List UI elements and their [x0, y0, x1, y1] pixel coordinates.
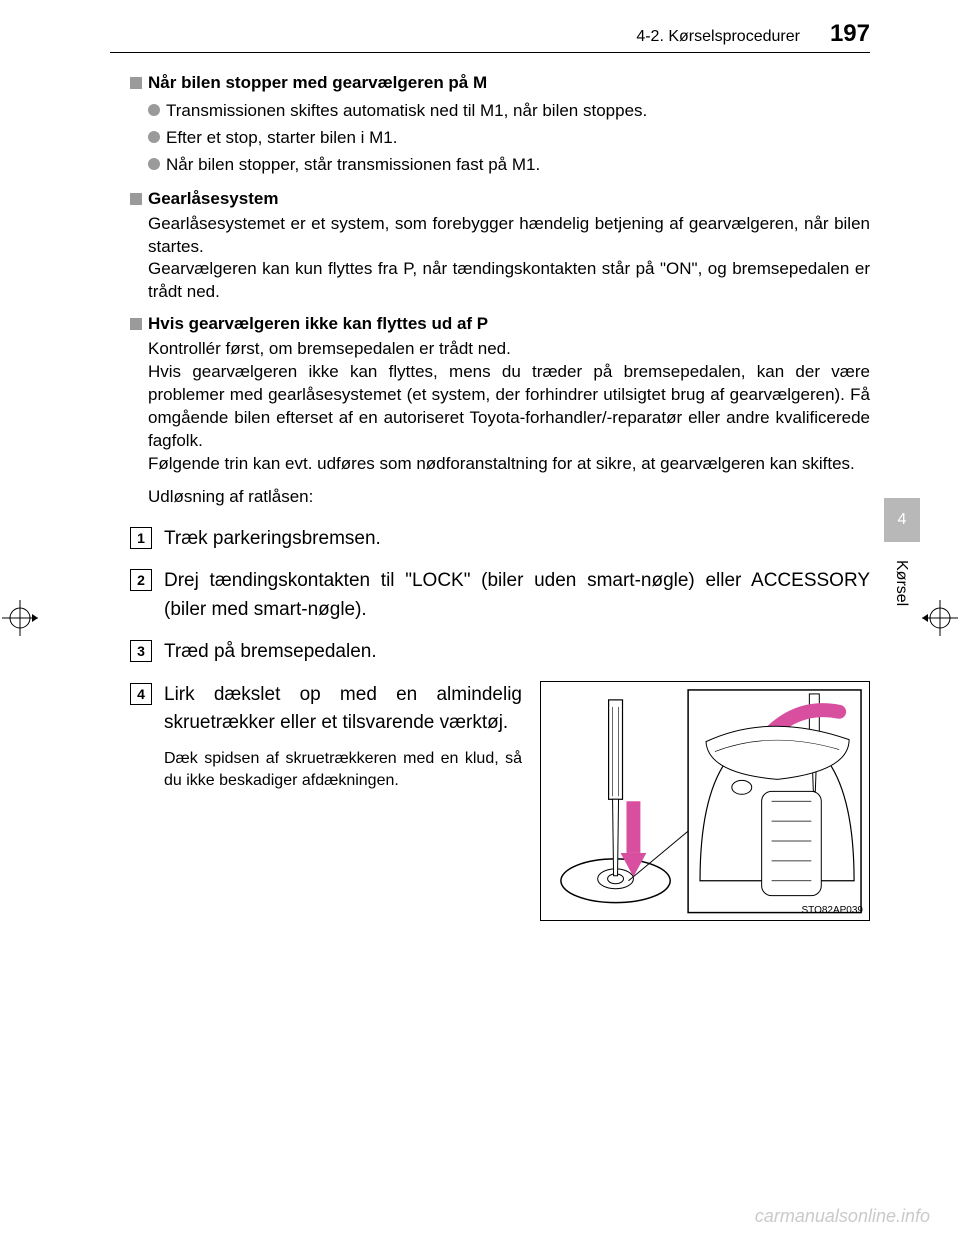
illustration-label: STO82AP039: [801, 905, 863, 916]
page-content: 4-2. Kørselsprocedurer 197 Når bilen sto…: [0, 0, 960, 955]
step-text: Træk parkeringsbremsen.: [164, 525, 870, 554]
step-subtext: Dæk spidsen af skruetrækkeren med en klu…: [164, 748, 522, 793]
step-item: 1 Træk parkeringsbremsen.: [130, 525, 870, 554]
step-number-box: 3: [130, 640, 152, 662]
square-marker-icon: [130, 318, 142, 330]
step-number-box: 2: [130, 569, 152, 591]
square-marker-icon: [130, 193, 142, 205]
step-item: 3 Træd på bremsepedalen.: [130, 638, 870, 667]
paragraph: Gearlåsesystemet er et system, som foreb…: [148, 213, 870, 259]
square-marker-icon: [130, 77, 142, 89]
paragraph: Udløsning af ratlåsen:: [148, 486, 870, 509]
bullet-text: Når bilen stopper, står transmissionen f…: [166, 151, 540, 178]
paragraph: Kontrollér først, om bremsepedalen er tr…: [148, 338, 870, 361]
watermark: carmanualsonline.info: [755, 1206, 930, 1227]
bullet-text: Transmissionen skiftes automatisk ned ti…: [166, 97, 647, 124]
step-number-box: 1: [130, 527, 152, 549]
step-text: Træd på bremsepedalen.: [164, 638, 870, 667]
bullet-item: Når bilen stopper, står transmissionen f…: [148, 151, 870, 178]
bullet-item: Efter et stop, starter bilen i M1.: [148, 124, 870, 151]
section-title: Når bilen stopper med gearvælgeren på M: [148, 73, 487, 93]
bullet-text: Efter et stop, starter bilen i M1.: [166, 124, 397, 151]
bullet-dot-icon: [148, 131, 160, 143]
section-gearlock: Gearlåsesystem Gearlåsesystemet er et sy…: [130, 189, 870, 305]
step-text: Drej tændingskontakten til "LOCK" (biler…: [164, 567, 870, 624]
steps-list: 1 Træk parkeringsbremsen. 2 Drej tænding…: [130, 525, 870, 922]
step-item: 2 Drej tændingskontakten til "LOCK" (bil…: [130, 567, 870, 624]
step-item: 4 Lirk dækslet op med en almindelig skru…: [130, 681, 870, 922]
section-cannot-move-p: Hvis gearvælgeren ikke kan flyttes ud af…: [130, 314, 870, 509]
paragraph: Hvis gearvælgeren ikke kan flyttes, mens…: [148, 361, 870, 453]
bullet-item: Transmissionen skiftes automatisk ned ti…: [148, 97, 870, 124]
step-number-box: 4: [130, 683, 152, 705]
bullet-dot-icon: [148, 104, 160, 116]
section-m-stop: Når bilen stopper med gearvælgeren på M …: [130, 73, 870, 179]
section-title: Gearlåsesystem: [148, 189, 278, 209]
paragraph: Gearvælgeren kan kun flyttes fra P, når …: [148, 258, 870, 304]
bullet-dot-icon: [148, 158, 160, 170]
page-header: 4-2. Kørselsprocedurer 197: [110, 20, 870, 53]
chapter-title: 4-2. Kørselsprocedurer: [636, 28, 800, 46]
paragraph: Følgende trin kan evt. udføres som nødfo…: [148, 453, 870, 476]
section-title: Hvis gearvælgeren ikke kan flyttes ud af…: [148, 314, 488, 334]
illustration: STO82AP039: [540, 681, 870, 922]
page-number: 197: [830, 20, 870, 48]
step-text: Lirk dækslet op med en almindelig skruet…: [164, 681, 522, 738]
